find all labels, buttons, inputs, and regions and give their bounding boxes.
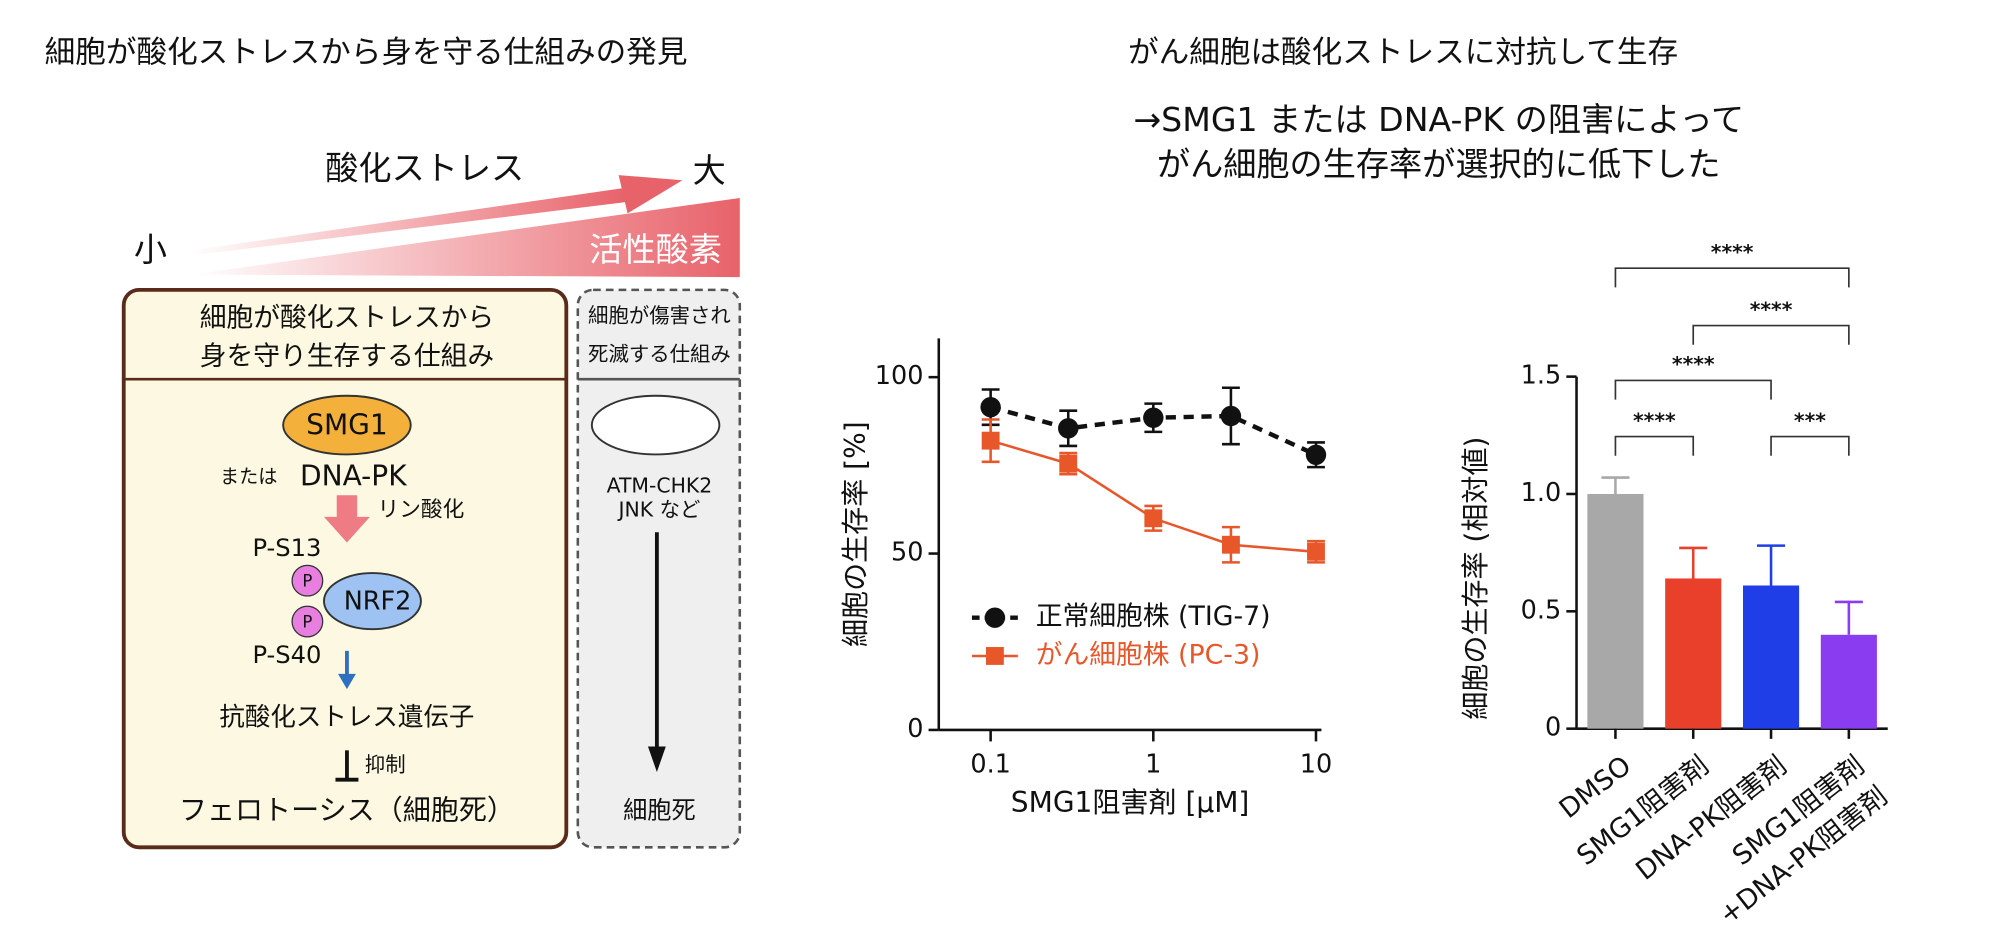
stress-arrow — [191, 187, 628, 256]
significance-label: **** — [1711, 240, 1754, 264]
error-bar — [1834, 600, 1863, 635]
inhibit-label: 抑制 — [365, 753, 406, 777]
y-tick-label: 0 — [1545, 713, 1561, 743]
legend-label: 正常細胞株 (TIG-7) — [1036, 601, 1271, 632]
large-label: 大 — [693, 151, 726, 190]
bar — [1742, 585, 1800, 729]
y-tick-label: 0.5 — [1521, 595, 1562, 625]
survival-box — [121, 287, 569, 850]
or-label: または — [220, 465, 277, 488]
box-header: 死滅する仕組み — [588, 342, 731, 366]
small-label: 小 — [134, 230, 167, 269]
stress-label: 酸化ストレス — [325, 148, 524, 187]
pathway-label: JNK など — [616, 498, 700, 522]
series-line — [990, 439, 1317, 554]
y-axis-label: 細胞の生存率 (相対値) — [1459, 437, 1492, 720]
p-label: P — [302, 571, 312, 590]
ros-label: 活性酸素 — [589, 230, 722, 269]
smg1-label: SMG1 — [306, 408, 388, 441]
phos-arrow — [323, 495, 370, 543]
nrf2-label: NRF2 — [344, 586, 412, 616]
box-header: 細胞が酸化ストレスから — [200, 303, 494, 334]
y-tick-label: 1.0 — [1521, 478, 1562, 508]
y-tick-label: 1.5 — [1521, 361, 1562, 391]
marker — [980, 396, 1001, 418]
dnapk-label: DNA-PK — [300, 459, 407, 492]
marker — [1143, 407, 1164, 428]
marker — [1220, 405, 1242, 427]
x-tick-label: 10 — [1300, 750, 1332, 780]
x-axis-label: SMG1阻害剤 [μM] — [1011, 786, 1250, 819]
phospho-site — [291, 605, 324, 638]
box-header: 身を守り生存する仕組み — [200, 341, 494, 372]
ros-wedge — [191, 198, 740, 278]
arrow-head — [647, 746, 666, 773]
p-label: P — [302, 612, 312, 631]
marker — [985, 647, 1004, 665]
marker — [1222, 535, 1240, 554]
marker — [1307, 542, 1325, 561]
significance-bracket — [1614, 435, 1695, 456]
right-subtitle: →SMG1 または DNA-PK の阻害によって — [1133, 100, 1744, 139]
ferroptosis-label: フェロトーシス（細胞死） — [179, 794, 515, 827]
pathway-label: ATM-CHK2 — [607, 473, 713, 497]
marker — [1144, 509, 1163, 528]
arrow-head — [338, 673, 356, 690]
marker — [1059, 454, 1078, 473]
death-label: 細胞死 — [623, 797, 696, 825]
legend-label: がん細胞株 (PC-3) — [1036, 639, 1261, 670]
significance-bracket — [1770, 435, 1850, 456]
significance-label: *** — [1794, 408, 1826, 432]
marker — [1058, 418, 1079, 439]
ps13-label: P-S13 — [252, 534, 321, 562]
y-axis-label: 細胞の生存率 [%] — [839, 421, 872, 647]
marker — [984, 607, 1006, 628]
phospho-site — [291, 564, 324, 597]
right-subtitle: がん細胞の生存率が選択的に低下した — [1157, 145, 1721, 184]
error-bar — [1679, 546, 1708, 579]
x-tick-label: 1 — [1145, 750, 1161, 780]
y-tick-label: 0 — [907, 714, 923, 744]
significance-bracket — [1614, 379, 1772, 400]
error-bar — [1757, 544, 1786, 586]
y-tick-label: 100 — [875, 361, 924, 391]
marker — [981, 431, 1000, 450]
x-tick-label: 0.1 — [970, 750, 1011, 780]
genes-label: 抗酸化ストレス遺伝子 — [219, 702, 474, 732]
stress-arrow-head — [618, 175, 683, 214]
significance-label: **** — [1672, 352, 1715, 376]
nrf2-node — [323, 572, 422, 631]
bar — [1820, 634, 1877, 729]
y-tick-label: 50 — [891, 538, 923, 568]
marker — [1305, 444, 1327, 465]
left-title: 細胞が酸化ストレスから身を守る仕組みの発見 — [45, 35, 688, 70]
significance-label: **** — [1750, 297, 1793, 321]
significance-bracket — [1614, 267, 1850, 288]
ps40-label: P-S40 — [252, 641, 321, 669]
phos-label: リン酸化 — [378, 498, 465, 523]
smg1-node — [282, 394, 412, 456]
significance-bracket — [1692, 324, 1850, 345]
right-title: がん細胞は酸化ストレスに対抗して生存 — [1128, 35, 1678, 70]
empty-node — [590, 394, 721, 456]
bar — [1665, 578, 1722, 729]
significance-label: **** — [1633, 408, 1676, 432]
error-bar — [1601, 476, 1630, 494]
box-header: 細胞が傷害され — [588, 304, 731, 328]
bar — [1587, 493, 1644, 729]
